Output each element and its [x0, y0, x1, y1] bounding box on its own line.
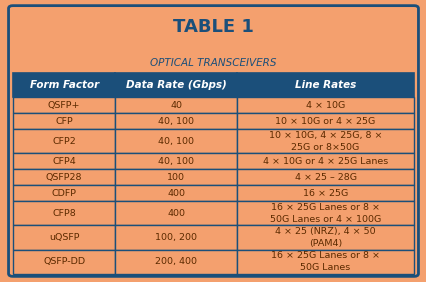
Bar [236, 153, 413, 169]
Bar [115, 226, 236, 250]
Bar [236, 226, 413, 250]
Text: 4 × 10G or 4 × 25G Lanes: 4 × 10G or 4 × 25G Lanes [262, 157, 387, 166]
Text: CFP4: CFP4 [52, 157, 76, 166]
Text: 100: 100 [167, 173, 185, 182]
Bar [13, 97, 115, 113]
Text: uQSFP: uQSFP [49, 233, 79, 242]
Bar [236, 201, 413, 226]
Text: 4 × 25 – 28G: 4 × 25 – 28G [294, 173, 356, 182]
Text: OPTICAL TRANSCEIVERS: OPTICAL TRANSCEIVERS [150, 58, 276, 68]
Bar [115, 129, 236, 153]
Text: CFP2: CFP2 [52, 137, 76, 146]
Text: 40, 100: 40, 100 [158, 117, 194, 126]
Bar [13, 169, 115, 185]
Bar [236, 73, 413, 97]
Bar [115, 97, 236, 113]
Text: 200, 400: 200, 400 [155, 257, 197, 266]
Bar [13, 226, 115, 250]
Text: 4 × 25 (NRZ), 4 × 50
(PAM4): 4 × 25 (NRZ), 4 × 50 (PAM4) [274, 227, 375, 248]
Text: 10 × 10G, 4 × 25G, 8 ×
25G or 8×50G: 10 × 10G, 4 × 25G, 8 × 25G or 8×50G [268, 131, 381, 152]
Bar [115, 169, 236, 185]
Text: CFP8: CFP8 [52, 209, 76, 218]
Bar [115, 201, 236, 226]
Bar [236, 185, 413, 201]
Text: Line Rates: Line Rates [294, 80, 355, 90]
Text: 16 × 25G Lanes or 8 ×
50G Lanes: 16 × 25G Lanes or 8 × 50G Lanes [271, 251, 379, 272]
Bar [236, 169, 413, 185]
Bar [13, 201, 115, 226]
Bar [236, 129, 413, 153]
Text: 400: 400 [167, 189, 185, 198]
Bar [236, 250, 413, 274]
Text: 40: 40 [170, 101, 182, 110]
Text: 400: 400 [167, 209, 185, 218]
Text: TABLE 1: TABLE 1 [173, 19, 253, 36]
Bar [13, 73, 115, 97]
Text: CFP: CFP [55, 117, 73, 126]
Text: Form Factor: Form Factor [29, 80, 98, 90]
Bar [13, 153, 115, 169]
Bar [115, 153, 236, 169]
Bar [115, 113, 236, 129]
Text: QSFP+: QSFP+ [48, 101, 80, 110]
Bar [115, 185, 236, 201]
FancyBboxPatch shape [9, 6, 417, 276]
Bar [13, 113, 115, 129]
Text: 4 × 10G: 4 × 10G [305, 101, 344, 110]
Bar [115, 73, 236, 97]
Text: 16 × 25G Lanes or 8 ×
50G Lanes or 4 × 100G: 16 × 25G Lanes or 8 × 50G Lanes or 4 × 1… [269, 203, 380, 224]
Bar [115, 250, 236, 274]
Text: 100, 200: 100, 200 [155, 233, 197, 242]
Bar [236, 97, 413, 113]
Text: Data Rate (Gbps): Data Rate (Gbps) [126, 80, 226, 90]
Bar [13, 185, 115, 201]
Text: 40, 100: 40, 100 [158, 157, 194, 166]
Text: 10 × 10G or 4 × 25G: 10 × 10G or 4 × 25G [275, 117, 375, 126]
Bar [236, 113, 413, 129]
Text: QSFP28: QSFP28 [46, 173, 82, 182]
Text: 16 × 25G: 16 × 25G [302, 189, 347, 198]
Text: QSFP-DD: QSFP-DD [43, 257, 85, 266]
Bar [13, 250, 115, 274]
Text: 40, 100: 40, 100 [158, 137, 194, 146]
Text: CDFP: CDFP [52, 189, 77, 198]
Bar [13, 129, 115, 153]
